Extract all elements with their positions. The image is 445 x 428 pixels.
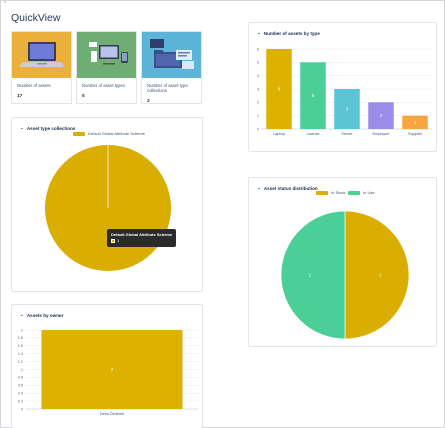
assets-by-type-card: ⌄ Number of assets by type 0 1 2 3 4 5 6 6 Lapto… — [248, 22, 437, 152]
stat-card-type-collections[interactable]: Number of asset type collections 2 — [141, 31, 202, 104]
status-distribution-chart: 11 — [280, 210, 410, 340]
x-tick-label: Employee — [373, 132, 390, 136]
legend-swatch — [73, 131, 85, 136]
card-header[interactable]: ⌄ Asset status distribution — [257, 185, 318, 191]
legend-item[interactable]: In Stock — [316, 190, 345, 195]
x-tick-label: Laptop — [273, 132, 285, 136]
bar — [300, 62, 326, 130]
y-tick-label: 2 — [21, 328, 23, 332]
tooltip-swatch — [111, 239, 115, 243]
legend-swatch — [316, 190, 328, 195]
assets-by-owner-card: ⌄ Assets by owner 0 0.2 0.4 0.6 0.8 1 1.2 1.4 1.… — [11, 304, 203, 428]
stat-label: Number of assets — [17, 83, 51, 88]
stat-label: Number of asset types — [82, 83, 125, 88]
stat-value: 2 — [147, 99, 150, 104]
bar-value-label: 1 — [414, 120, 417, 125]
bar — [368, 102, 394, 129]
y-tick-label: 0.4 — [18, 392, 23, 396]
bar — [402, 115, 428, 129]
status-distribution-card: ⌄ Asset status distribution In Stock In … — [248, 177, 437, 347]
stat-label: Number of asset type collections — [147, 83, 188, 93]
stat-value: 5 — [82, 94, 85, 99]
folders-illustration — [142, 32, 201, 78]
x-tick-label: Deva Özdemir — [100, 412, 125, 416]
stat-card-assets[interactable]: Number of assets 17 — [11, 31, 72, 104]
page-title: QuickView — [11, 12, 61, 24]
bar — [334, 89, 360, 129]
legend-label: In Use — [363, 190, 375, 195]
legend-item[interactable]: In Use — [348, 190, 375, 195]
card-header[interactable]: ⌄ Assets by owner — [20, 312, 63, 318]
y-tick-label: 1.6 — [18, 344, 23, 348]
assets-by-owner-chart: 0 0.2 0.4 0.6 0.8 1 1.2 1.4 1.6 1.8 2 2 Deva Özdemir — [18, 328, 198, 416]
card-title: Asset status distribution — [263, 185, 318, 191]
y-tick-label: 6 — [257, 47, 259, 51]
laptop-illustration — [12, 32, 71, 78]
card-title: Asset type collections — [26, 125, 76, 131]
card-title: Number of assets by type — [263, 30, 320, 36]
legend-label: Default Global Attribute Scheme — [88, 131, 145, 136]
x-tick-label: Server — [341, 132, 353, 136]
tooltip-value: 1 — [117, 238, 120, 243]
chevron-down-icon[interactable]: ⌄ — [20, 125, 24, 130]
bar-value-label: 3 — [346, 107, 349, 112]
chevron-down-icon[interactable]: ⌄ — [257, 185, 261, 190]
tooltip-title: Default Global Attribute Scheme — [111, 232, 173, 237]
y-tick-label: 1.2 — [18, 360, 23, 364]
y-tick-label: 4 — [257, 74, 259, 78]
assets-by-type-chart: 0 1 2 3 4 5 6 6 Laptop 5 License 3 Server 2 Employee 1 S… — [257, 47, 432, 136]
chevron-down-icon[interactable]: ⌄ — [20, 312, 24, 317]
stat-card-asset-types[interactable]: Number of asset types 5 — [76, 31, 137, 104]
bar — [41, 330, 183, 409]
y-tick-label: 1 — [21, 368, 23, 372]
card-header[interactable]: ⌄ Asset type collections — [20, 125, 75, 131]
chart-tooltip: Default Global Attribute Scheme 1 — [107, 229, 177, 247]
legend-item[interactable]: Default Global Attribute Scheme — [73, 131, 145, 136]
chevron-down-icon[interactable]: ⌄ — [257, 30, 261, 35]
y-tick-label: 0 — [21, 407, 23, 411]
y-tick-label: 1.8 — [18, 336, 23, 340]
y-tick-label: 2 — [257, 101, 259, 105]
y-tick-label: 0 — [257, 127, 259, 131]
stat-value: 17 — [17, 94, 23, 99]
pie-slice — [280, 210, 346, 340]
bar — [266, 49, 292, 129]
pie-slice — [344, 210, 410, 340]
y-tick-label: 0.2 — [18, 399, 23, 403]
legend-swatch — [348, 190, 360, 195]
y-tick-label: 0.6 — [18, 384, 23, 388]
y-tick-label: 1 — [257, 114, 259, 118]
collapse-icon[interactable]: ⌃ — [3, 1, 8, 7]
y-tick-label: 5 — [257, 61, 259, 65]
devices-illustration — [77, 32, 136, 78]
y-tick-label: 0.8 — [18, 376, 23, 380]
card-header[interactable]: ⌄ Number of assets by type — [257, 30, 320, 36]
slice-value-label: 1 — [379, 273, 382, 278]
y-tick-label: 1.4 — [18, 352, 23, 356]
x-tick-label: License — [306, 132, 319, 136]
legend-label: In Stock — [331, 190, 346, 195]
x-tick-label: Supplier — [408, 132, 423, 136]
bar-value-label: 5 — [312, 93, 315, 98]
bar-value-label: 6 — [278, 87, 281, 92]
y-tick-label: 3 — [257, 87, 259, 91]
bar-value-label: 2 — [380, 113, 383, 118]
type-collections-chart — [45, 145, 171, 271]
slice-value-label: 1 — [309, 273, 312, 278]
card-title: Assets by owner — [26, 312, 64, 318]
type-collections-card: ⌄ Asset type collections Default Global … — [11, 117, 203, 292]
bar-value-label: 2 — [111, 367, 114, 372]
